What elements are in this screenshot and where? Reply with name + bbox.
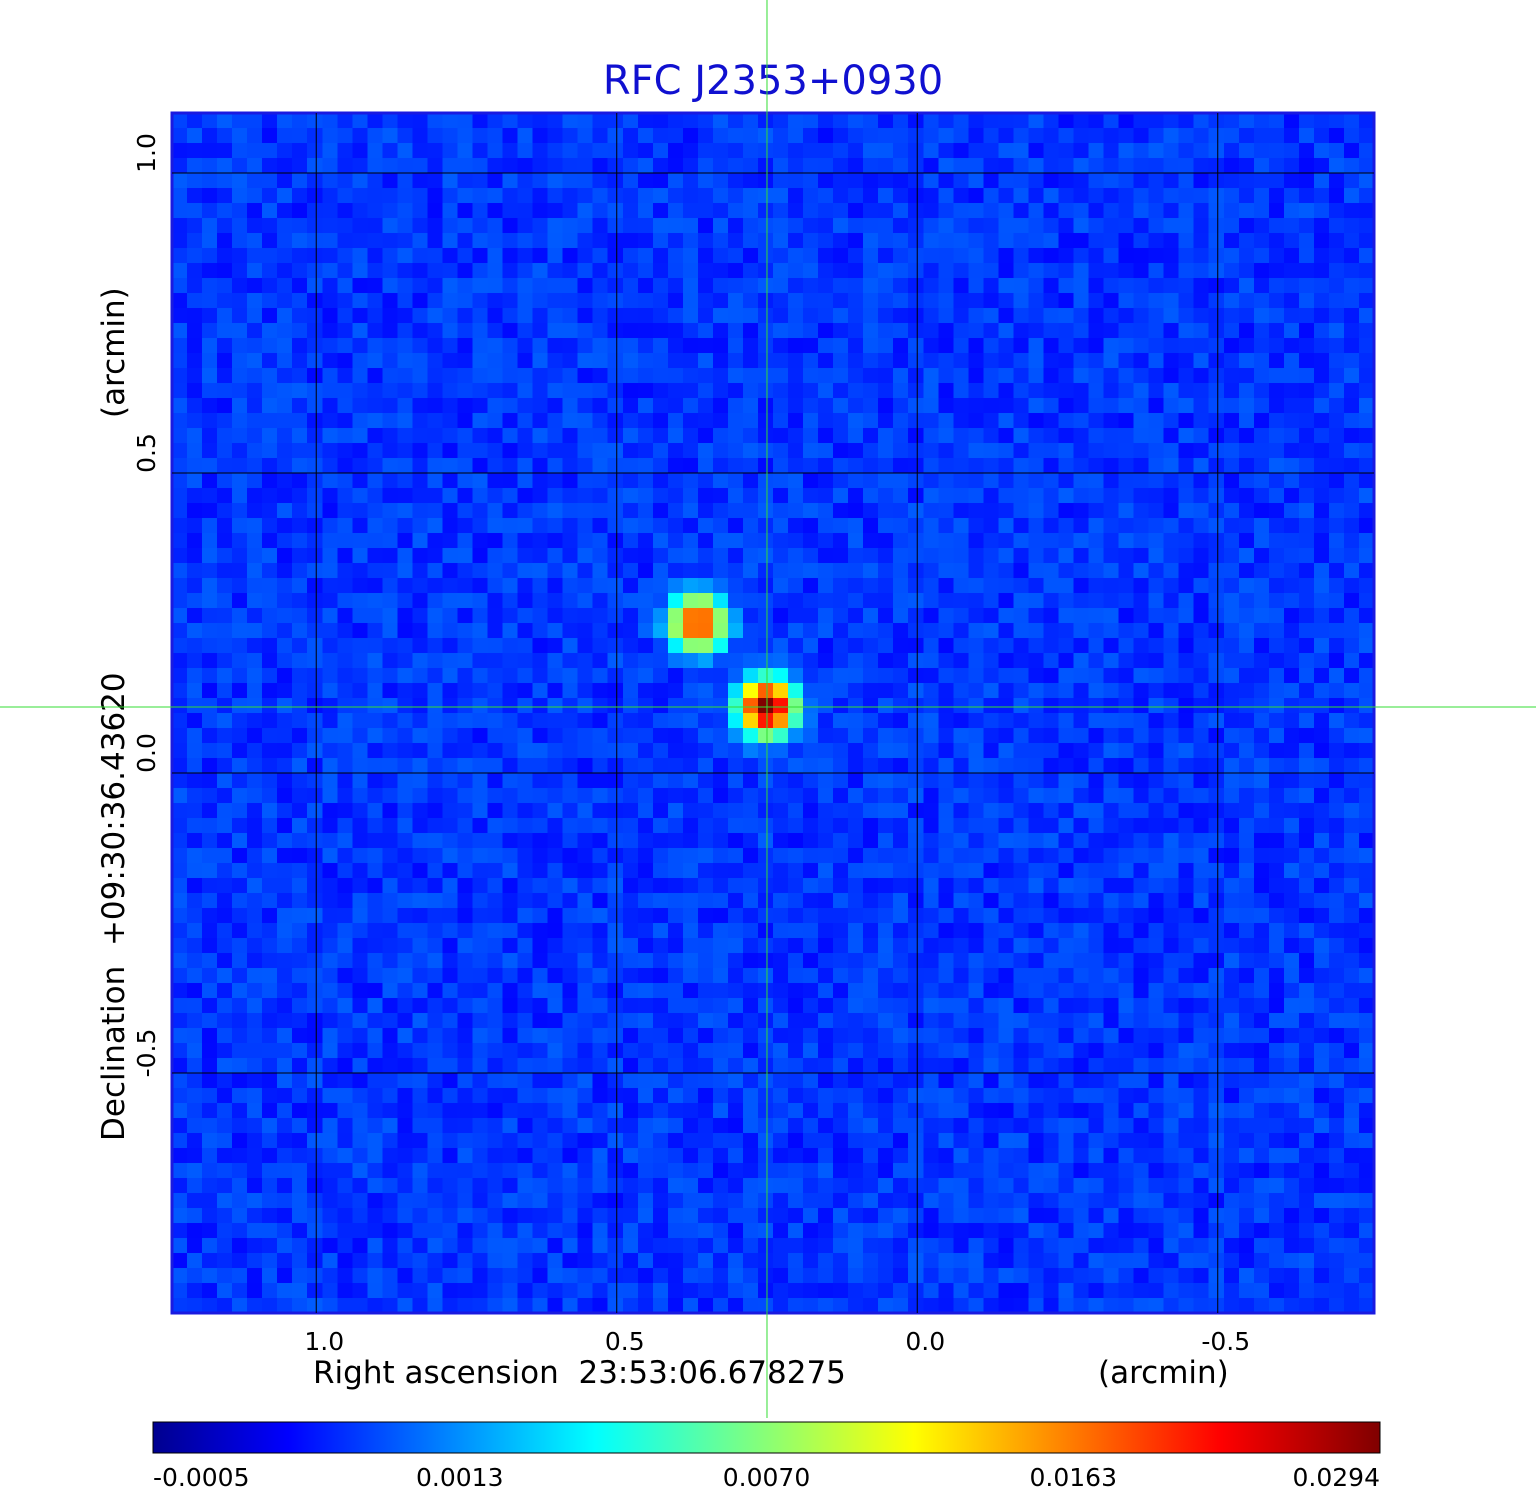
colorbar: -0.0005 0.0013 0.0070 0.0163 0.0294 [152,1421,1381,1492]
chart-title: RFC J2353+0930 [603,58,943,104]
y-tick-label: -0.5 [132,1029,161,1078]
colorbar-tick-label: 0.0163 [1030,1463,1117,1492]
x-tick-label: -0.5 [1201,1327,1250,1356]
y-tick-labels: 1.0 0.5 0.0 -0.5 [132,133,161,1077]
plot-area [170,111,1376,1315]
colorbar-tick-label: 0.0070 [723,1463,810,1492]
y-tick-label: 1.0 [132,133,161,173]
x-tick-label: 1.0 [304,1327,344,1356]
x-tick-label: 0.5 [605,1327,645,1356]
grid-horizontal [172,172,1374,1074]
x-tick-label: 0.0 [905,1327,945,1356]
x-axis-unit: (arcmin) [1098,1355,1229,1391]
colorbar-tick-labels: -0.0005 0.0013 0.0070 0.0163 0.0294 [153,1463,1380,1492]
y-tick-label: 0.5 [132,433,161,473]
plot-frame [170,111,1376,1315]
x-tick-labels: 1.0 0.5 0.0 -0.5 [304,1327,1250,1356]
y-tick-label: 0.0 [132,733,161,773]
grid-vertical [315,113,1219,1313]
y-axis-unit: (arcmin) [96,287,132,418]
y-axis-label: Declination +09:30:36.43620 [96,672,132,1141]
x-axis-label: Right ascension 23:53:06.678275 [313,1355,846,1391]
colorbar-tick-label: 0.0013 [416,1463,503,1492]
colorbar-tick-label: -0.0005 [153,1463,250,1492]
colorbar-tick-label: 0.0294 [1293,1463,1380,1492]
colorbar-gradient [152,1421,1381,1454]
heatmap-image [172,113,1374,1313]
